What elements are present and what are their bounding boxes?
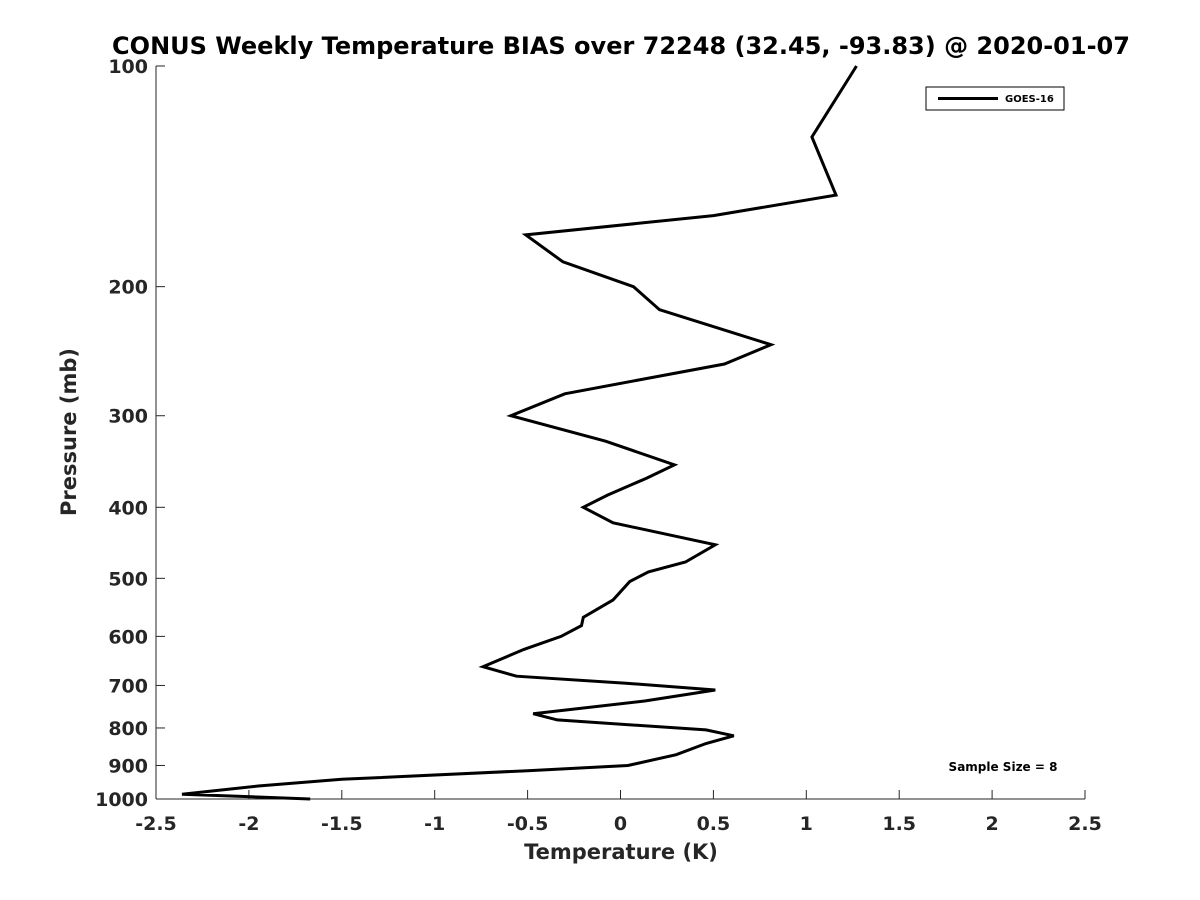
y-tick-label: 600 (108, 626, 148, 648)
series-line-goes-16 (181, 65, 858, 801)
x-tick-label: 0 (614, 813, 627, 835)
x-tick-label: -2.5 (135, 813, 177, 835)
y-tick-label: 400 (108, 497, 148, 519)
y-tick-label: 100 (108, 56, 148, 78)
y-tick-label: 500 (108, 568, 148, 590)
y-tick-label: 200 (108, 277, 148, 299)
x-axis-label: Temperature (K) (524, 840, 718, 864)
sample-size-annotation: Sample Size = 8 (949, 760, 1058, 774)
y-tick-label: 300 (108, 406, 148, 428)
legend: GOES-16 (925, 86, 1065, 111)
x-tick-label: -1 (424, 813, 445, 835)
y-tick-label: 1000 (95, 789, 148, 811)
x-tick-label: 2 (985, 813, 998, 835)
plot-area (156, 66, 1085, 799)
x-tick-label: 2.5 (1068, 813, 1102, 835)
y-tick-label: 700 (108, 675, 148, 697)
x-tick-label: 1 (800, 813, 813, 835)
x-tick-label: 1.5 (882, 813, 916, 835)
chart-title: CONUS Weekly Temperature BIAS over 72248… (112, 32, 1130, 60)
y-tick-label: 900 (108, 755, 148, 777)
legend-label: GOES-16 (1005, 94, 1054, 105)
x-tick-label: -0.5 (507, 813, 549, 835)
axes: -2.5 -2 -1.5 -1 -0.5 0 0.5 1 1.5 2 2.5 100 200 300 400… (95, 56, 1102, 835)
series-layer (181, 65, 858, 801)
y-axis-label: Pressure (mb) (57, 348, 81, 516)
x-tick-label: 0.5 (697, 813, 731, 835)
x-tick-label: -2 (238, 813, 259, 835)
x-tick-label: -1.5 (321, 813, 363, 835)
y-tick-label: 800 (108, 718, 148, 740)
